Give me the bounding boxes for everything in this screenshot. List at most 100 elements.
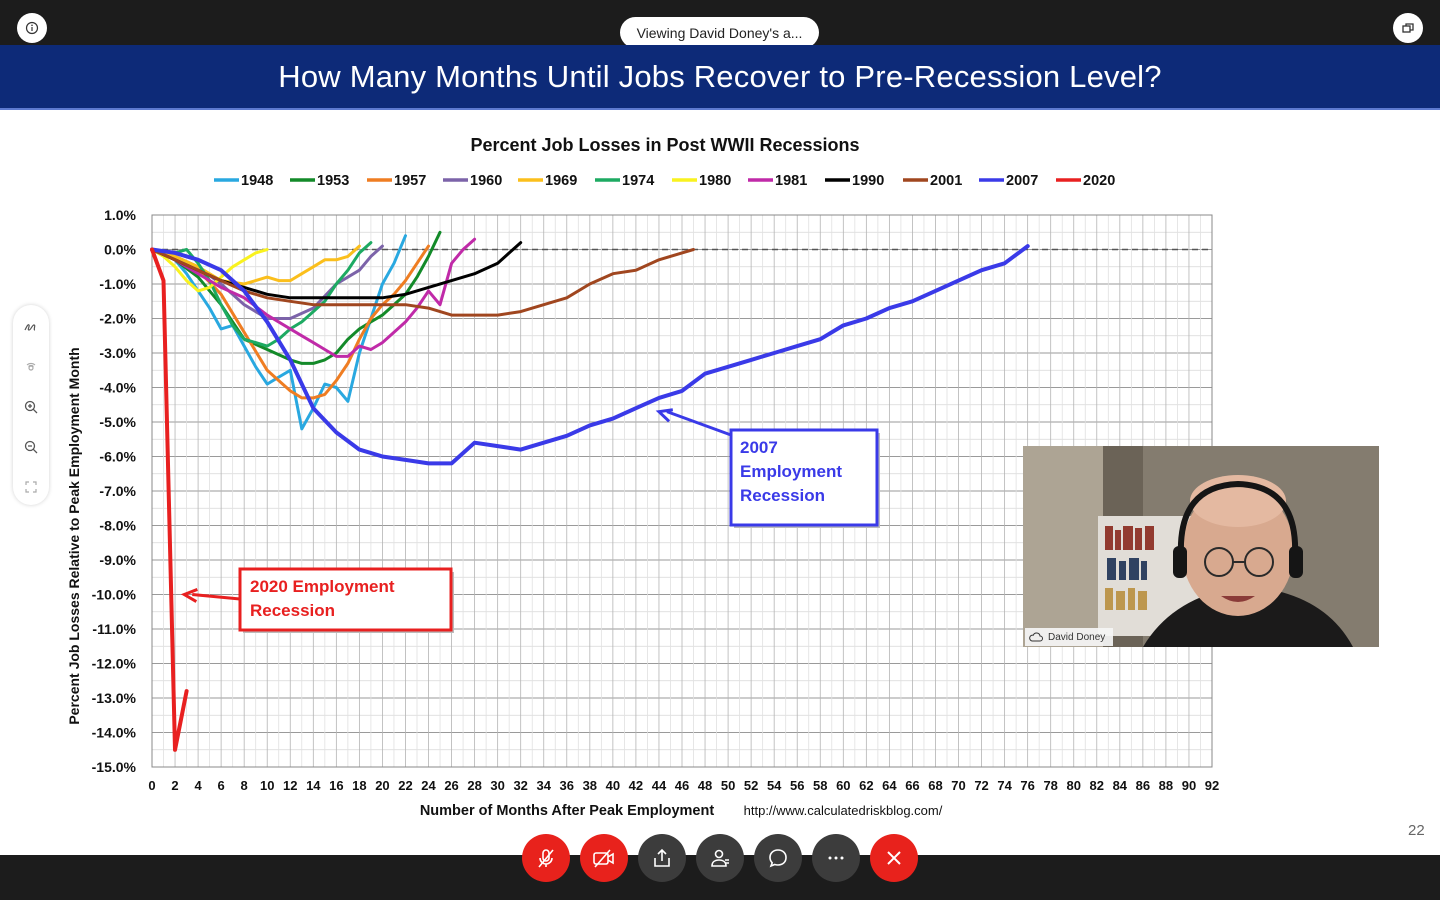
callout-arrowhead — [655, 408, 674, 423]
pop-out-button[interactable] — [1393, 13, 1423, 43]
mic-off-icon — [538, 849, 554, 868]
x-tick-label: 86 — [1136, 778, 1150, 793]
x-tick-label: 0 — [148, 778, 155, 793]
laser-pointer-icon — [26, 362, 36, 371]
x-tick-label: 8 — [241, 778, 248, 793]
x-tick-label: 42 — [629, 778, 643, 793]
x-tick-label: 76 — [1020, 778, 1034, 793]
legend-label-1974: 1974 — [622, 173, 654, 189]
info-icon — [25, 21, 39, 35]
x-tick-label: 46 — [675, 778, 689, 793]
x-tick-label: 6 — [218, 778, 225, 793]
series-line-2020 — [150, 247, 189, 752]
x-tick-label: 50 — [721, 778, 735, 793]
x-tick-label: 28 — [467, 778, 481, 793]
x-tick-label: 48 — [698, 778, 712, 793]
x-tick-label: 64 — [882, 778, 897, 793]
y-tick-label: -9.0% — [99, 552, 136, 568]
legend-label-1953: 1953 — [317, 173, 349, 189]
annotation-callout-1: 2007 Employment Recession — [655, 408, 880, 528]
laser-pointer-button[interactable] — [21, 357, 41, 377]
x-axis-label: Number of Months After Peak Employment — [420, 803, 715, 819]
x-axis-ticks: 0 2 4 6 8 10 12 14 16 18 20 22 24 26 28 30 32 34 36 38 40 42 4… — [148, 778, 1219, 793]
slide-title: How Many Months Until Jobs Recover to Pr… — [278, 58, 1162, 94]
x-tick-label: 4 — [194, 778, 202, 793]
x-tick-label: 44 — [652, 778, 667, 793]
legend-label-1980: 1980 — [699, 173, 731, 189]
y-tick-label: -1.0% — [99, 276, 136, 292]
x-tick-label: 10 — [260, 778, 274, 793]
y-tick-label: -13.0% — [92, 690, 137, 706]
pen-tool-button[interactable] — [21, 317, 41, 337]
viewing-status-pill[interactable]: Viewing David Doney's a... — [620, 17, 819, 48]
callout-arrow — [666, 410, 732, 437]
series-line-2007 — [150, 244, 1030, 466]
callout-text: Recession — [250, 601, 335, 620]
share-button[interactable] — [638, 834, 686, 882]
top-bar: Viewing David Doney's a... — [0, 0, 1440, 48]
zoom-out-icon — [24, 440, 38, 454]
x-tick-label: 40 — [606, 778, 620, 793]
y-tick-label: -15.0% — [92, 759, 137, 775]
y-tick-label: -3.0% — [99, 345, 136, 361]
x-tick-label: 66 — [905, 778, 919, 793]
pop-out-icon — [1402, 23, 1414, 33]
x-tick-label: 16 — [329, 778, 343, 793]
more-icon — [828, 856, 844, 860]
y-axis-label: Percent Job Losses Relative to Peak Empl… — [66, 347, 82, 724]
series-line-1948 — [150, 234, 407, 431]
mute-button[interactable] — [522, 834, 570, 882]
viewing-status-text: Viewing David Doney's a... — [636, 24, 803, 41]
x-tick-label: 60 — [836, 778, 850, 793]
participant-video-tile[interactable]: David Doney — [1023, 446, 1379, 647]
zoom-in-icon — [24, 400, 38, 414]
legend-label-2020: 2020 — [1083, 173, 1115, 189]
leave-button[interactable] — [870, 834, 918, 882]
video-toggle-button[interactable] — [580, 834, 628, 882]
fit-screen-icon — [25, 481, 37, 493]
participant-name: David Doney — [1048, 631, 1106, 643]
series-line-1957 — [150, 244, 430, 400]
x-tick-label: 58 — [813, 778, 827, 793]
x-tick-label: 2 — [171, 778, 178, 793]
y-tick-label: -8.0% — [99, 518, 136, 534]
pen-icon — [24, 324, 36, 331]
legend-label-1990: 1990 — [852, 173, 884, 189]
y-tick-label: -12.0% — [92, 656, 137, 672]
legend-label-2001: 2001 — [930, 173, 962, 189]
x-tick-label: 62 — [859, 778, 873, 793]
callout-text: 2007 — [740, 438, 778, 457]
zoom-out-button[interactable] — [21, 437, 41, 457]
zoom-in-button[interactable] — [21, 397, 41, 417]
annotation-toolbar — [13, 305, 49, 505]
legend-label-2007: 2007 — [1006, 173, 1038, 189]
legend-label-1981: 1981 — [775, 173, 807, 189]
callout-text: Employment — [740, 462, 842, 481]
source-url: http://www.calculatedriskblog.com/ — [744, 803, 943, 818]
share-icon — [654, 848, 670, 867]
x-tick-label: 18 — [352, 778, 366, 793]
x-tick-label: 90 — [1182, 778, 1196, 793]
x-tick-label: 26 — [444, 778, 458, 793]
chart-legend: 1948 1953 1957 1960 1969 1974 1980 1981 1990 2001… — [214, 173, 1115, 189]
legend-label-1948: 1948 — [241, 173, 273, 189]
x-tick-label: 80 — [1067, 778, 1081, 793]
series-line-1980 — [150, 248, 269, 293]
x-tick-label: 20 — [375, 778, 389, 793]
x-tick-label: 56 — [790, 778, 804, 793]
participants-button[interactable] — [696, 834, 744, 882]
x-tick-label: 88 — [1159, 778, 1173, 793]
info-button[interactable] — [17, 13, 47, 43]
fit-to-screen-button[interactable] — [21, 477, 41, 497]
chat-icon — [769, 849, 787, 868]
x-tick-label: 30 — [490, 778, 504, 793]
chat-button[interactable] — [754, 834, 802, 882]
x-tick-label: 54 — [767, 778, 782, 793]
x-tick-label: 74 — [997, 778, 1012, 793]
more-button[interactable] — [812, 834, 860, 882]
callout-box — [729, 428, 879, 527]
y-tick-label: -7.0% — [99, 483, 136, 499]
legend-label-1957: 1957 — [394, 173, 426, 189]
y-tick-label: -14.0% — [92, 725, 137, 741]
callout-text: Recession — [740, 486, 825, 505]
